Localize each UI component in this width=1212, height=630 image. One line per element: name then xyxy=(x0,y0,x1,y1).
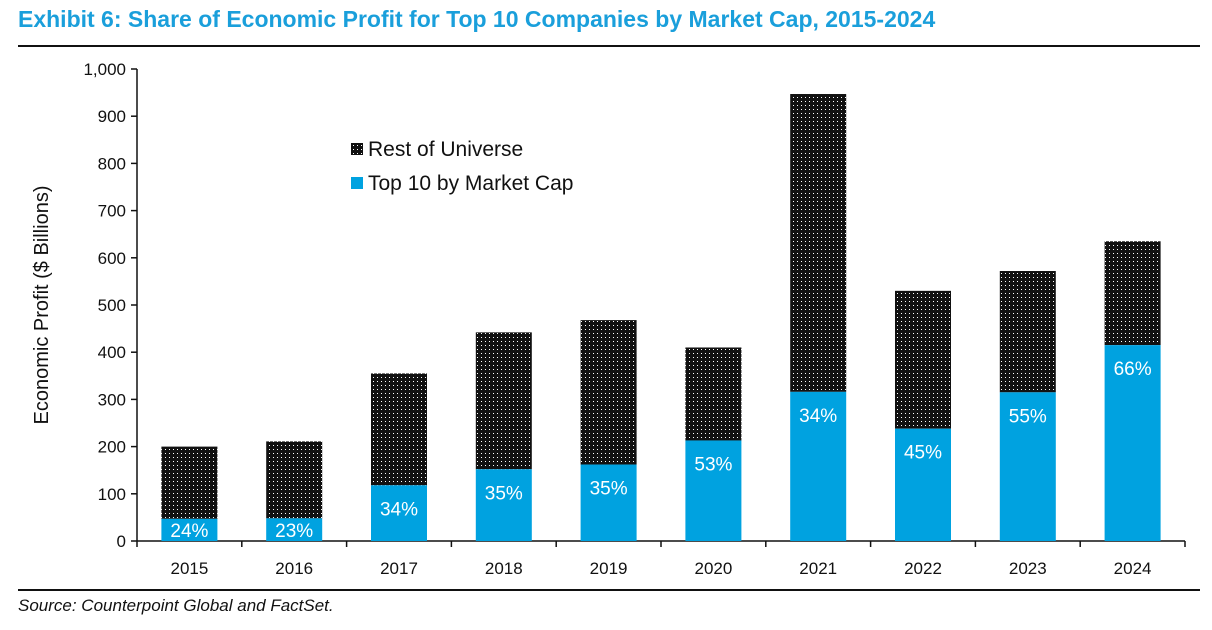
bars xyxy=(161,94,1161,541)
bar-top-10 xyxy=(161,518,218,541)
y-tick-label: 600 xyxy=(98,249,126,268)
x-tick-label: 2018 xyxy=(485,559,523,578)
bar-share-label: 45% xyxy=(904,443,942,464)
bar-share-label: 34% xyxy=(799,406,837,427)
bar-top-10 xyxy=(475,469,532,541)
bar-share-label: 24% xyxy=(170,521,208,542)
y-axis-label: Economic Profit ($ Billions) xyxy=(31,186,53,425)
bar-top-10 xyxy=(371,485,427,541)
x-tick-label: 2024 xyxy=(1114,559,1152,578)
bar-rest-of-universe xyxy=(161,446,218,519)
y-tick-label: 400 xyxy=(98,343,126,362)
bar-rest-of-universe xyxy=(371,373,427,486)
bar-share-label: 35% xyxy=(485,483,523,504)
bar-share-label: 23% xyxy=(275,521,313,542)
y-tick-label: 300 xyxy=(98,390,126,409)
y-tick-label: 100 xyxy=(98,485,126,504)
bar-rest-of-universe xyxy=(580,320,637,465)
bar-top-10 xyxy=(999,392,1056,541)
bar-share-label: 35% xyxy=(590,479,628,500)
legend-label-rest: Rest of Universe xyxy=(368,138,523,161)
top-rule xyxy=(18,45,1200,47)
x-tick-label: 2019 xyxy=(590,559,628,578)
legend-swatch-top10 xyxy=(351,177,363,189)
bar-rest-of-universe xyxy=(266,441,323,519)
bar-top-10 xyxy=(1104,345,1161,541)
bottom-rule xyxy=(18,589,1200,591)
bar-rest-of-universe xyxy=(685,347,742,441)
bar-rest-of-universe xyxy=(999,271,1056,393)
bar-chart: 0 100 200 300 400 500 600 700 800 900 1,000 2015 201… xyxy=(31,60,1186,578)
x-tick-label: 2016 xyxy=(275,559,313,578)
bar-share-label: 66% xyxy=(1114,359,1152,380)
bar-share-label: 55% xyxy=(1009,406,1047,427)
bar-rest-of-universe xyxy=(1104,241,1161,346)
x-tick-label: 2023 xyxy=(1009,559,1047,578)
y-tick-label: 800 xyxy=(98,154,126,173)
y-tick-label: 900 xyxy=(98,107,126,126)
chart-title: Exhibit 6: Share of Economic Profit for … xyxy=(18,6,936,32)
bar-top-10 xyxy=(895,428,951,541)
legend-swatch-rest xyxy=(351,143,363,155)
x-tick-label: 2022 xyxy=(904,559,942,578)
x-tick-label: 2015 xyxy=(170,559,208,578)
y-tick-label: 0 xyxy=(117,532,126,551)
bar-top-10 xyxy=(790,391,847,541)
bar-share-label: 53% xyxy=(694,454,732,475)
y-tick-label: 500 xyxy=(98,296,126,315)
y-tick-label: 200 xyxy=(98,438,126,457)
y-tick-label: 1,000 xyxy=(83,60,126,79)
bar-rest-of-universe xyxy=(790,94,847,392)
data-labels: 24% 23% 34% 35% 35% 53% 34% 45% 55% 66% xyxy=(170,359,1151,542)
bar-top-10 xyxy=(580,464,637,541)
y-tick-label: 700 xyxy=(98,202,126,221)
legend: Rest of Universe Top 10 by Market Cap xyxy=(351,138,573,195)
x-tick-label: 2020 xyxy=(694,559,732,578)
bar-top-10 xyxy=(685,440,742,541)
x-tick-label: 2021 xyxy=(799,559,837,578)
bar-top-10 xyxy=(266,518,323,541)
bar-rest-of-universe xyxy=(895,290,951,429)
bar-share-label: 34% xyxy=(380,499,418,520)
source-note: Source: Counterpoint Global and FactSet. xyxy=(18,596,334,615)
legend-label-top10: Top 10 by Market Cap xyxy=(368,172,573,195)
x-tick-label: 2017 xyxy=(380,559,418,578)
bar-rest-of-universe xyxy=(475,332,532,470)
